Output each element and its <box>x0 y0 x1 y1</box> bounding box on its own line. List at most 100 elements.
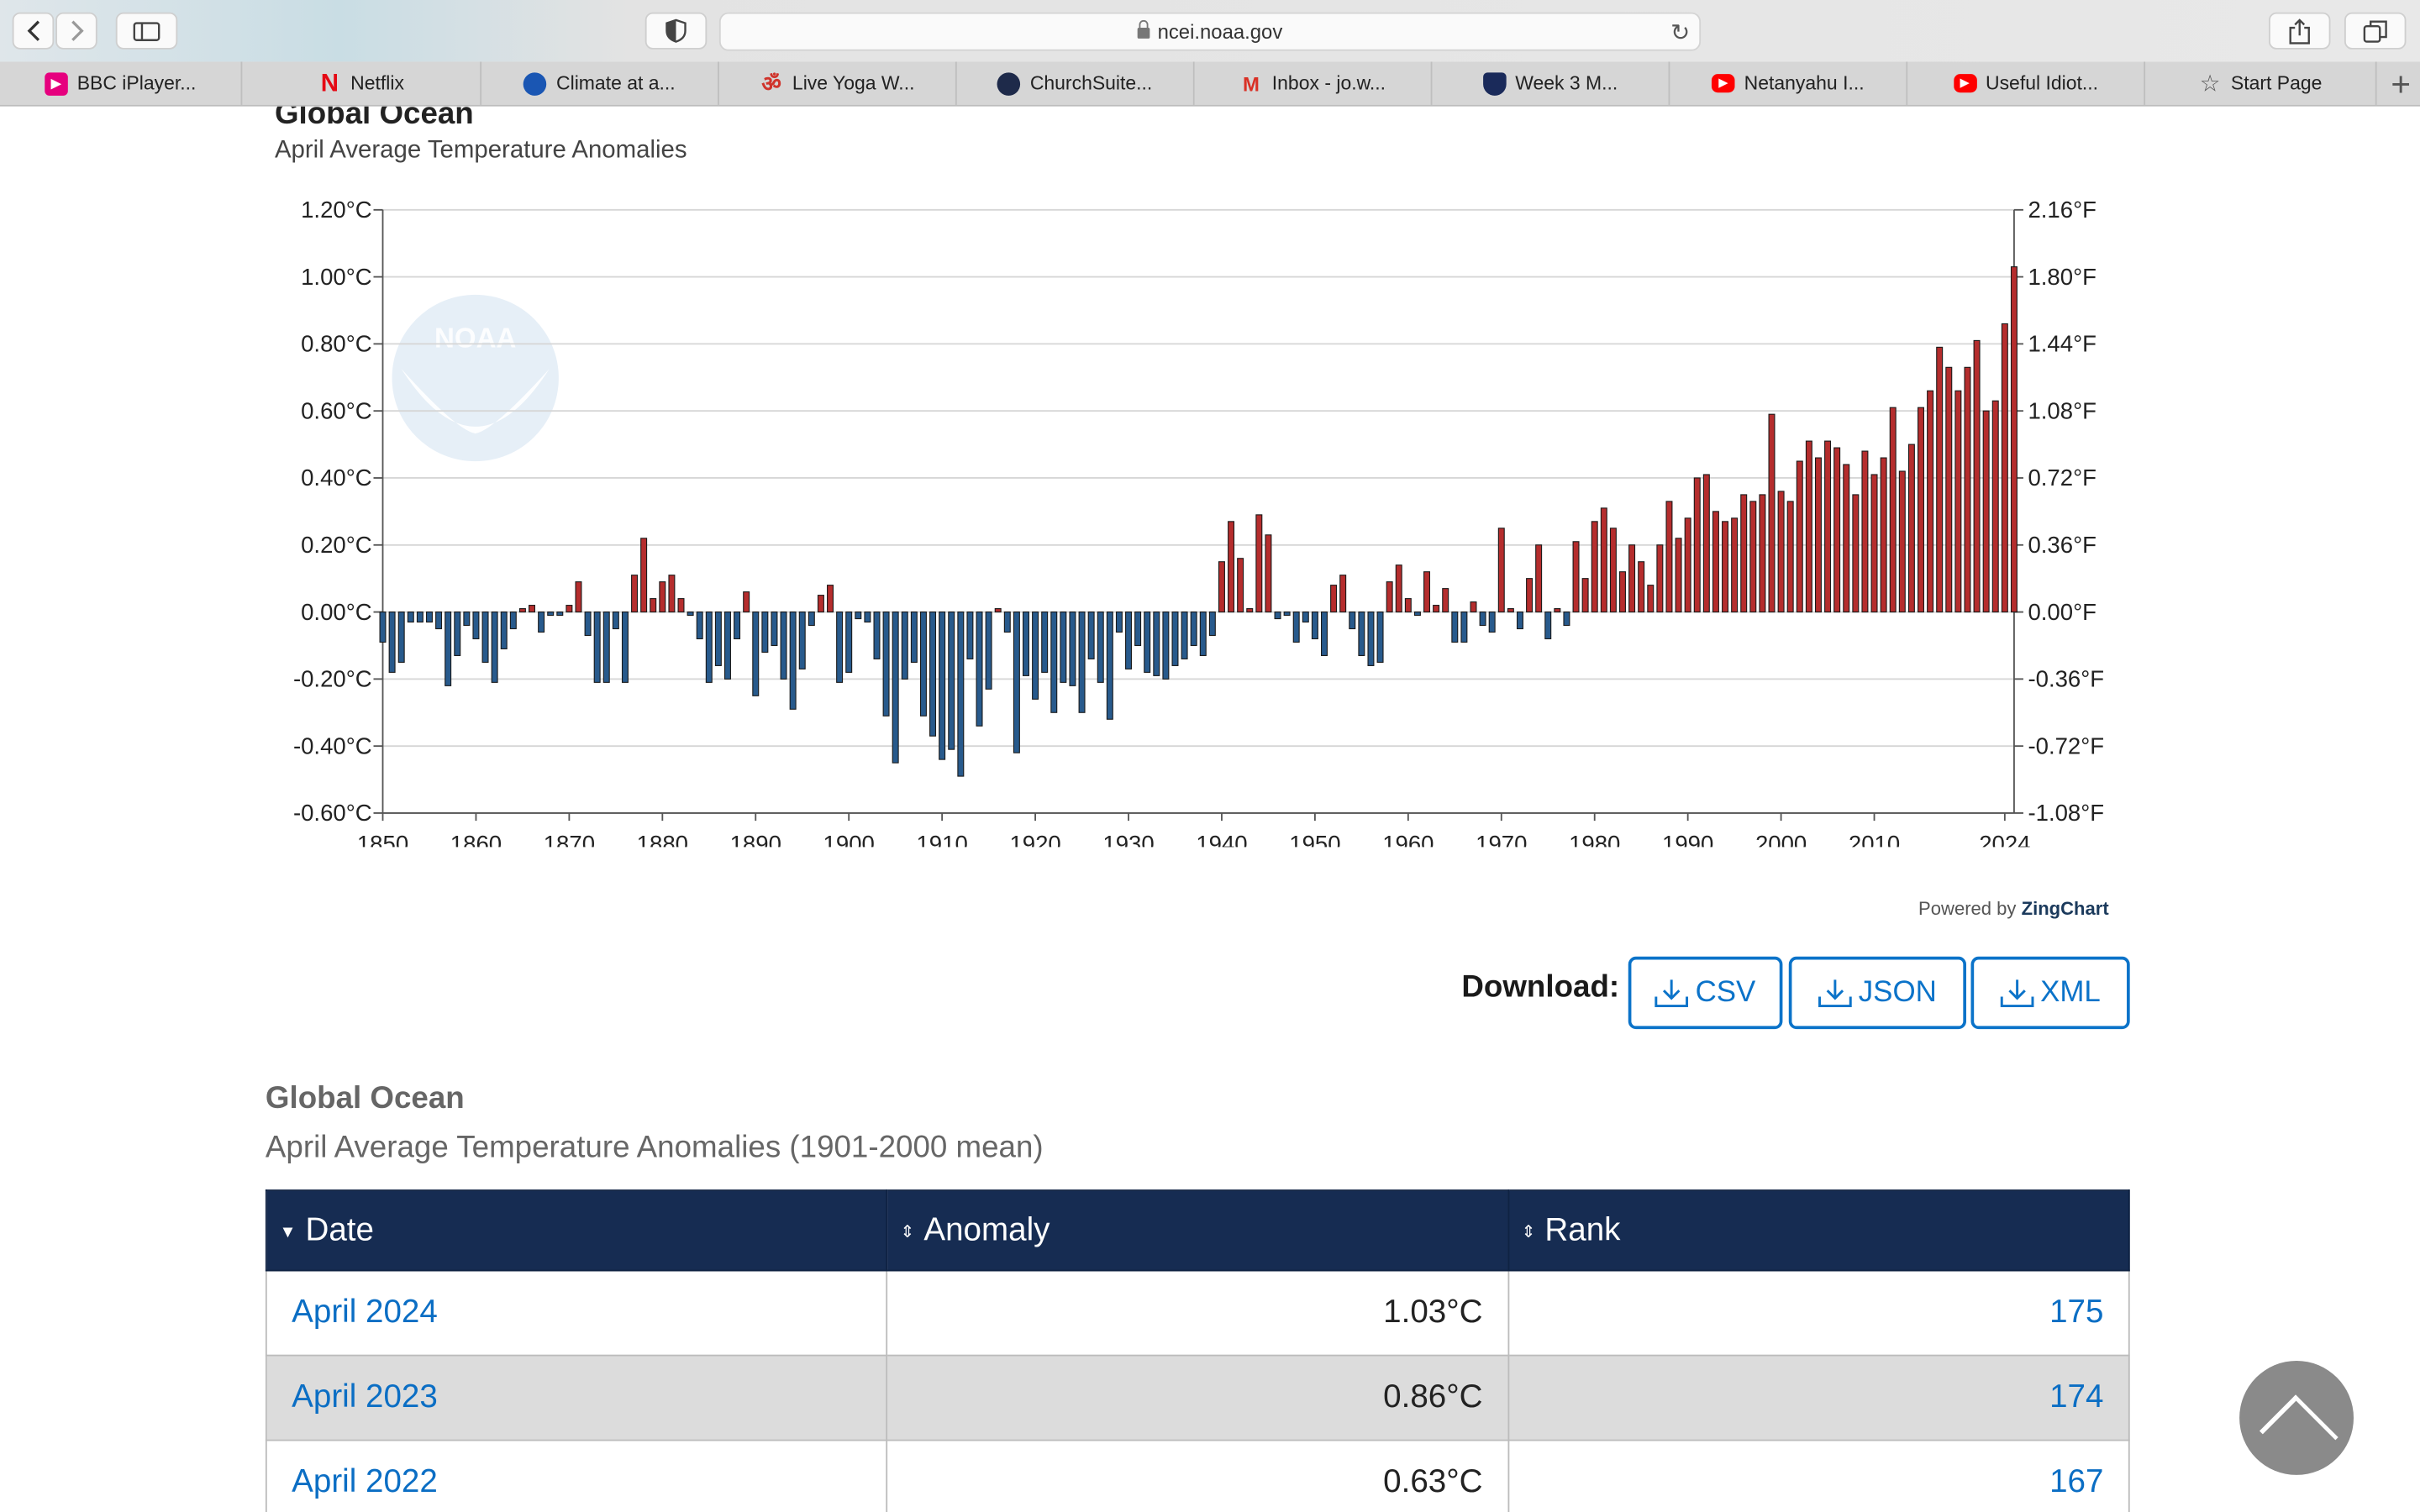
anomaly-bar[interactable] <box>445 612 452 686</box>
anomaly-bar[interactable] <box>1330 585 1338 613</box>
anomaly-bar[interactable] <box>518 608 526 613</box>
anomaly-bar[interactable] <box>1292 612 1300 643</box>
anomaly-bar[interactable] <box>1731 517 1739 613</box>
anomaly-bar[interactable] <box>1600 507 1607 613</box>
anomaly-bar[interactable] <box>1852 494 1860 613</box>
anomaly-bar[interactable] <box>1358 612 1365 656</box>
anomaly-bar[interactable] <box>1302 612 1309 623</box>
anomaly-bar[interactable] <box>882 612 890 717</box>
anomaly-bar[interactable] <box>1208 612 1216 637</box>
anomaly-bar[interactable] <box>836 612 844 683</box>
anomaly-bar[interactable] <box>734 612 741 640</box>
anomaly-bar[interactable] <box>1982 410 1990 613</box>
anomaly-bar[interactable] <box>705 612 713 683</box>
rank-link[interactable]: 167 <box>1507 1439 2130 1512</box>
anomaly-bar[interactable] <box>1861 450 1869 613</box>
tab-youtube[interactable]: ▶ Netanyahu I... <box>1670 61 1908 105</box>
anomaly-bar[interactable] <box>939 612 946 760</box>
anomaly-bar[interactable] <box>416 612 424 623</box>
share-button[interactable] <box>2269 12 2331 50</box>
anomaly-bar[interactable] <box>556 612 564 617</box>
anomaly-bar[interactable] <box>1386 581 1393 613</box>
anomaly-bar[interactable] <box>994 608 1002 613</box>
anomaly-bar[interactable] <box>687 612 694 617</box>
date-link[interactable]: April 2022 <box>265 1439 888 1512</box>
anomaly-bar[interactable] <box>919 612 927 717</box>
anomaly-bar[interactable] <box>1991 400 1999 613</box>
tab-netflix[interactable]: N Netflix <box>242 61 482 105</box>
anomaly-bar[interactable] <box>2010 266 2018 613</box>
anomaly-bar[interactable] <box>1162 612 1170 680</box>
column-header-date[interactable]: ▼ Date <box>265 1189 888 1272</box>
anomaly-bar[interactable] <box>957 612 965 777</box>
anomaly-bar[interactable] <box>1479 612 1486 627</box>
anomaly-bar[interactable] <box>379 612 387 643</box>
anomaly-bar[interactable] <box>1693 477 1701 613</box>
scroll-to-top-button[interactable] <box>2239 1361 2354 1475</box>
anomaly-bar[interactable] <box>901 612 908 680</box>
tab-noaa[interactable]: Climate at a... <box>481 61 719 105</box>
powered-by[interactable]: Powered by ZingChart <box>1918 898 2109 920</box>
anomaly-bar[interactable] <box>1702 474 1710 613</box>
anomaly-bar[interactable] <box>1814 457 1822 613</box>
anomaly-bar[interactable] <box>1311 612 1318 640</box>
tab-youtube[interactable]: ▶ Useful Idiot... <box>1907 61 2146 105</box>
anomaly-bar[interactable] <box>780 612 787 680</box>
anomaly-bar[interactable] <box>584 612 592 637</box>
anomaly-bar[interactable] <box>1824 440 1832 613</box>
anomaly-bar[interactable] <box>1237 558 1244 613</box>
reload-icon[interactable]: ↻ <box>1670 19 1691 47</box>
anomaly-bar[interactable] <box>1488 612 1496 633</box>
anomaly-bar[interactable] <box>1022 612 1029 676</box>
anomaly-bar[interactable] <box>1349 612 1356 630</box>
anomaly-bar[interactable] <box>798 612 806 669</box>
anomaly-bar[interactable] <box>1964 366 1971 613</box>
anomaly-bar[interactable] <box>650 598 657 613</box>
anomaly-bar[interactable] <box>1041 612 1049 673</box>
anomaly-bar[interactable] <box>491 612 498 683</box>
anomaly-bar[interactable] <box>1153 612 1160 676</box>
anomaly-bar[interactable] <box>1516 612 1523 630</box>
anomaly-bar[interactable] <box>1535 544 1543 613</box>
anomaly-bar[interactable] <box>808 612 815 627</box>
anomaly-bar[interactable] <box>1367 612 1375 666</box>
anomaly-bar[interactable] <box>817 595 824 613</box>
anomaly-bar[interactable] <box>1647 585 1655 613</box>
anomaly-bar[interactable] <box>1134 612 1142 647</box>
anomaly-bar[interactable] <box>1563 612 1570 627</box>
anomaly-bar[interactable] <box>976 612 983 727</box>
anomaly-bar[interactable] <box>1115 612 1123 633</box>
anomaly-bar[interactable] <box>1609 528 1617 613</box>
anomaly-bar[interactable] <box>948 612 955 750</box>
anomaly-bar[interactable] <box>1786 501 1794 613</box>
anomaly-bar[interactable] <box>892 612 899 764</box>
anomaly-bar[interactable] <box>566 605 573 613</box>
anomaly-bar[interactable] <box>1507 608 1514 613</box>
anomaly-bar[interactable] <box>1907 444 1915 613</box>
anomaly-bar[interactable] <box>1619 571 1626 613</box>
anomaly-bar[interactable] <box>1497 528 1505 613</box>
anomaly-bar[interactable] <box>1759 494 1766 613</box>
anomaly-bar[interactable] <box>547 612 555 617</box>
anomaly-bar[interactable] <box>1060 612 1067 683</box>
anomaly-bar[interactable] <box>1097 612 1104 683</box>
anomaly-bar[interactable] <box>1246 608 1254 613</box>
anomaly-bar[interactable] <box>1460 612 1468 643</box>
back-button[interactable] <box>12 12 55 50</box>
anomaly-bar[interactable] <box>966 612 974 659</box>
tab-bbc-iplayer[interactable]: ▶ BBC iPlayer... <box>0 61 243 105</box>
rank-link[interactable]: 174 <box>1507 1354 2130 1441</box>
anomaly-bar[interactable] <box>929 612 937 737</box>
anomaly-bar[interactable] <box>481 612 489 663</box>
anomaly-bar[interactable] <box>1404 598 1412 613</box>
anomaly-bar[interactable] <box>985 612 992 690</box>
anomaly-bar[interactable] <box>659 581 666 613</box>
anomaly-bar[interactable] <box>1032 612 1039 700</box>
anomaly-bar[interactable] <box>397 612 405 663</box>
anomaly-bar[interactable] <box>1581 578 1589 613</box>
anomaly-bar[interactable] <box>1954 390 1962 613</box>
anomaly-bar[interactable] <box>1777 491 1785 613</box>
anomaly-bar[interactable] <box>1069 612 1076 686</box>
anomaly-bar[interactable] <box>621 612 629 683</box>
tab-shield[interactable]: Week 3 M... <box>1432 61 1670 105</box>
